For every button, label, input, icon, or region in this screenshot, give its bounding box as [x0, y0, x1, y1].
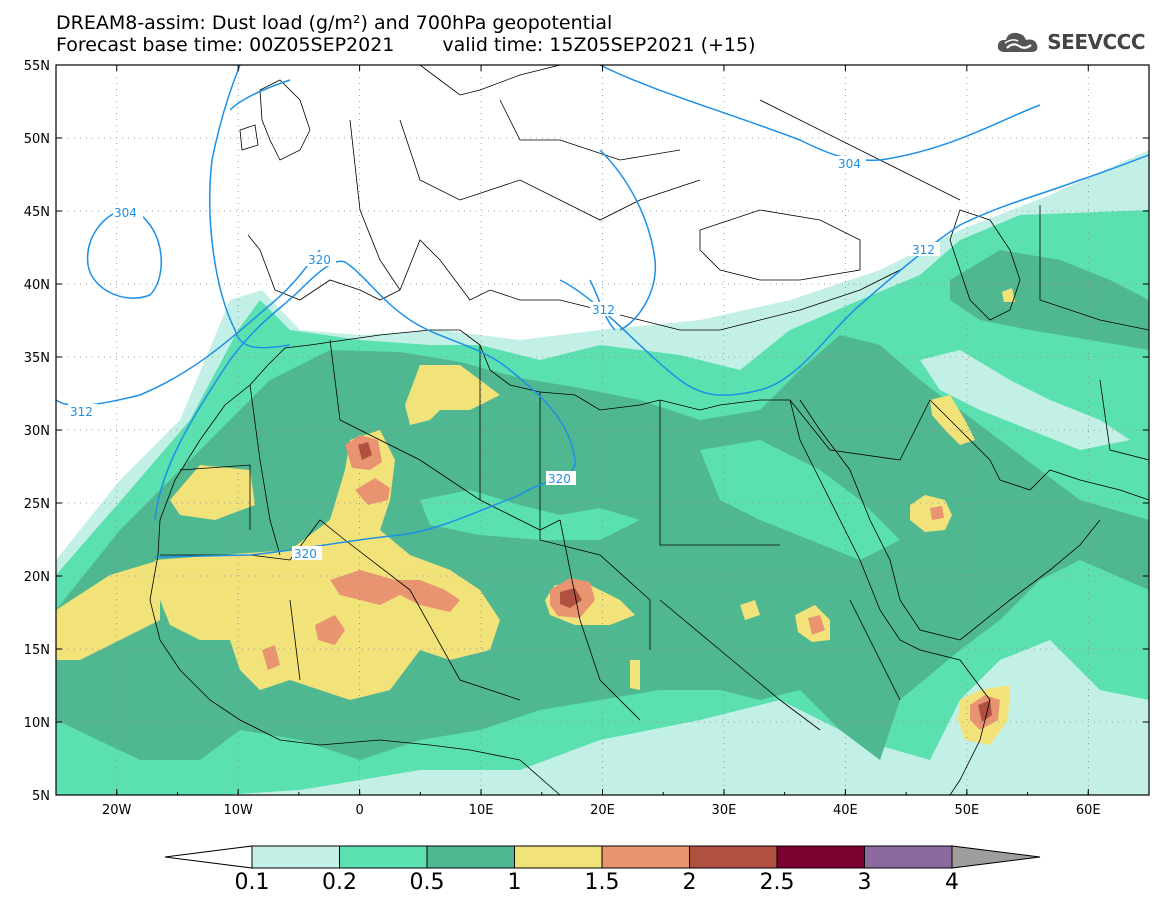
colorbar-label: 0.5	[409, 870, 445, 895]
contour-label: 304	[838, 157, 861, 171]
colorbar-label: 4	[945, 870, 959, 895]
lat-label: 45N	[24, 205, 50, 220]
lon-label: 50E	[954, 803, 979, 818]
colorbar-swatch	[514, 845, 603, 869]
colorbar-swatch	[339, 845, 428, 869]
lat-label: 5N	[32, 789, 50, 804]
colorbar-swatch	[776, 845, 865, 869]
lat-label: 50N	[24, 132, 50, 147]
lon-label: 30E	[712, 803, 737, 818]
contour-label: 320	[294, 547, 317, 561]
map-title: DREAM8-assim: Dust load (g/m²) and 700hP…	[56, 12, 613, 34]
lon-label: 10W	[223, 803, 253, 818]
contour-labels: 304 304 320 312 312 320 320 312	[68, 156, 940, 561]
dust-field	[56, 150, 1149, 795]
seevccc-logo: SEEVCCC	[995, 28, 1145, 56]
contour-304-west	[86, 207, 162, 299]
dust-hole	[420, 490, 640, 540]
time-info: Forecast base time: 00Z05SEP2021 valid ti…	[56, 36, 756, 55]
lat-label: 20N	[24, 570, 50, 585]
contour-ridge	[209, 65, 291, 349]
contour-balkan	[599, 149, 657, 331]
axis-ticks	[55, 64, 1150, 796]
contour-label: 312	[70, 405, 93, 419]
contour-label: 312	[592, 303, 615, 317]
colorbar-label: 1	[507, 870, 522, 895]
lat-label: 25N	[24, 497, 50, 512]
valid-time: valid time: 15Z05SEP2021 (+15)	[442, 34, 756, 56]
lat-label: 40N	[24, 278, 50, 293]
colorbar-under-arrow	[164, 845, 253, 869]
dust-hole	[700, 440, 900, 560]
lat-label: 10N	[24, 716, 50, 731]
lat-label: 55N	[24, 59, 50, 74]
cloud-icon	[998, 32, 1038, 52]
colorbar-swatch	[426, 845, 515, 869]
graticule	[56, 65, 1149, 795]
contour-label: 304	[114, 206, 137, 220]
dust-band-1-5	[262, 435, 1000, 730]
colorbar-label: 2	[682, 870, 697, 895]
lon-labels: 20W 10W 0 10E 20E 30E 40E 50E 60E	[102, 803, 1101, 818]
contour-label: 320	[308, 253, 331, 267]
colorbar-swatch	[864, 845, 953, 869]
colorbar-swatch	[251, 845, 340, 869]
colorbar-label: 0.1	[234, 870, 270, 895]
colorbar-swatch	[689, 845, 778, 869]
contour-nw	[229, 79, 291, 111]
contour-label: 320	[548, 472, 571, 486]
dust-band-0-5-caspian	[950, 250, 1149, 350]
lat-label: 30N	[24, 424, 50, 439]
colorbar-label: 0.2	[322, 870, 357, 895]
dust-band-1-0	[56, 288, 1015, 745]
lat-labels: 55N 50N 45N 40N 35N 30N 25N 20N 15N 10N 5N	[24, 59, 50, 804]
colorbar-label: 3	[857, 870, 872, 895]
contour-320-main	[154, 260, 576, 558]
colorbar-label: 1.5	[584, 870, 620, 895]
coastlines	[149, 65, 1149, 795]
lon-label: 10E	[469, 803, 494, 818]
lon-label: 40E	[833, 803, 858, 818]
lon-label: 20E	[590, 803, 615, 818]
dust-hole	[920, 350, 1130, 450]
contour-label: 312	[912, 243, 935, 257]
colorbar-swatch	[601, 845, 690, 869]
colorbar-label: 2.5	[759, 870, 795, 895]
colorbar	[164, 845, 1041, 869]
logo-text: SEEVCCC	[1047, 30, 1145, 54]
contour-312-east	[559, 154, 1149, 396]
colorbar-over-arrow	[951, 845, 1041, 869]
contour-304-north	[599, 65, 1041, 162]
lon-label: 60E	[1076, 803, 1101, 818]
lon-label: 20W	[102, 803, 132, 818]
lat-label: 35N	[24, 351, 50, 366]
lon-label: 0	[355, 803, 363, 818]
lat-label: 15N	[24, 643, 50, 658]
base-time: Forecast base time: 00Z05SEP2021	[56, 34, 395, 56]
